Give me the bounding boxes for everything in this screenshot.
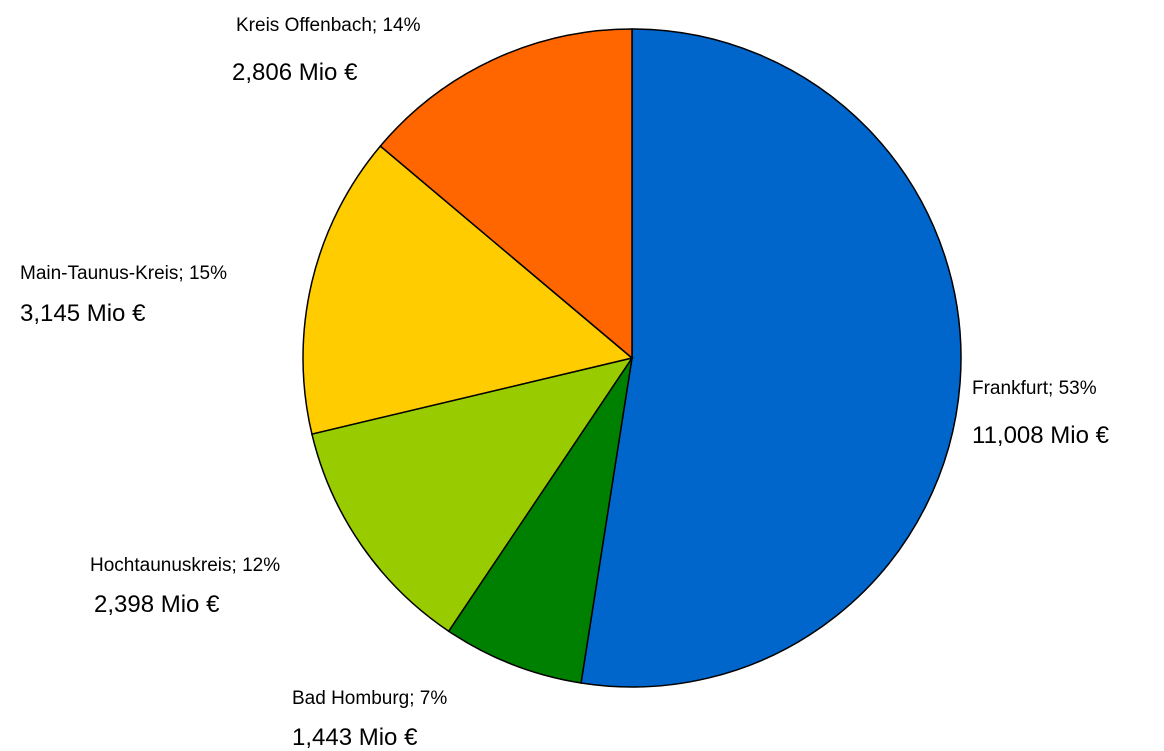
label-value-main-taunus-kreis: 3,145 Mio € [20,300,146,327]
label-value-kreis-offenbach: 2,806 Mio € [232,59,358,86]
label-name-frankfurt: Frankfurt; 53% [972,378,1097,399]
slice-labels: Frankfurt; 53% 11,008 Mio € Bad Homburg;… [20,15,1110,751]
pie-slices [302,28,962,688]
label-value-frankfurt: 11,008 Mio € [972,422,1110,449]
pie-slice-bad-homburg [447,357,633,684]
label-name-hochtaunuskreis: Hochtaunuskreis; 12% [90,555,280,576]
pie-slice-hochtaunuskreis [311,356,634,633]
label-name-kreis-offenbach: Kreis Offenbach; 14% [236,15,421,36]
label-value-hochtaunuskreis: 2,398 Mio € [94,591,220,618]
pie-slice-main-taunus-kreis [302,145,634,435]
label-name-bad-homburg: Bad Homburg; 7% [292,688,447,709]
pie-slice-frankfurt [580,28,962,688]
label-value-bad-homburg: 1,443 Mio € [292,724,418,751]
pie-slice-kreis-offenbach [379,28,633,360]
label-name-main-taunus-kreis: Main-Taunus-Kreis; 15% [20,263,227,284]
